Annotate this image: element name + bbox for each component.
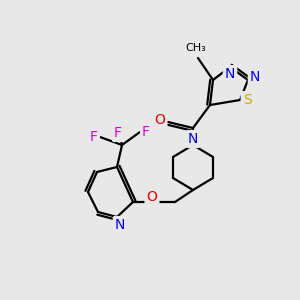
Text: CH₃: CH₃ [186, 43, 206, 53]
Text: N: N [115, 218, 125, 232]
Text: O: O [154, 113, 165, 127]
Text: N: N [225, 67, 235, 81]
Text: F: F [90, 130, 98, 144]
Text: N: N [250, 70, 260, 84]
Text: O: O [147, 190, 158, 204]
Text: S: S [243, 93, 251, 107]
Text: F: F [142, 125, 150, 139]
Text: F: F [114, 126, 122, 140]
Text: N: N [188, 132, 198, 146]
